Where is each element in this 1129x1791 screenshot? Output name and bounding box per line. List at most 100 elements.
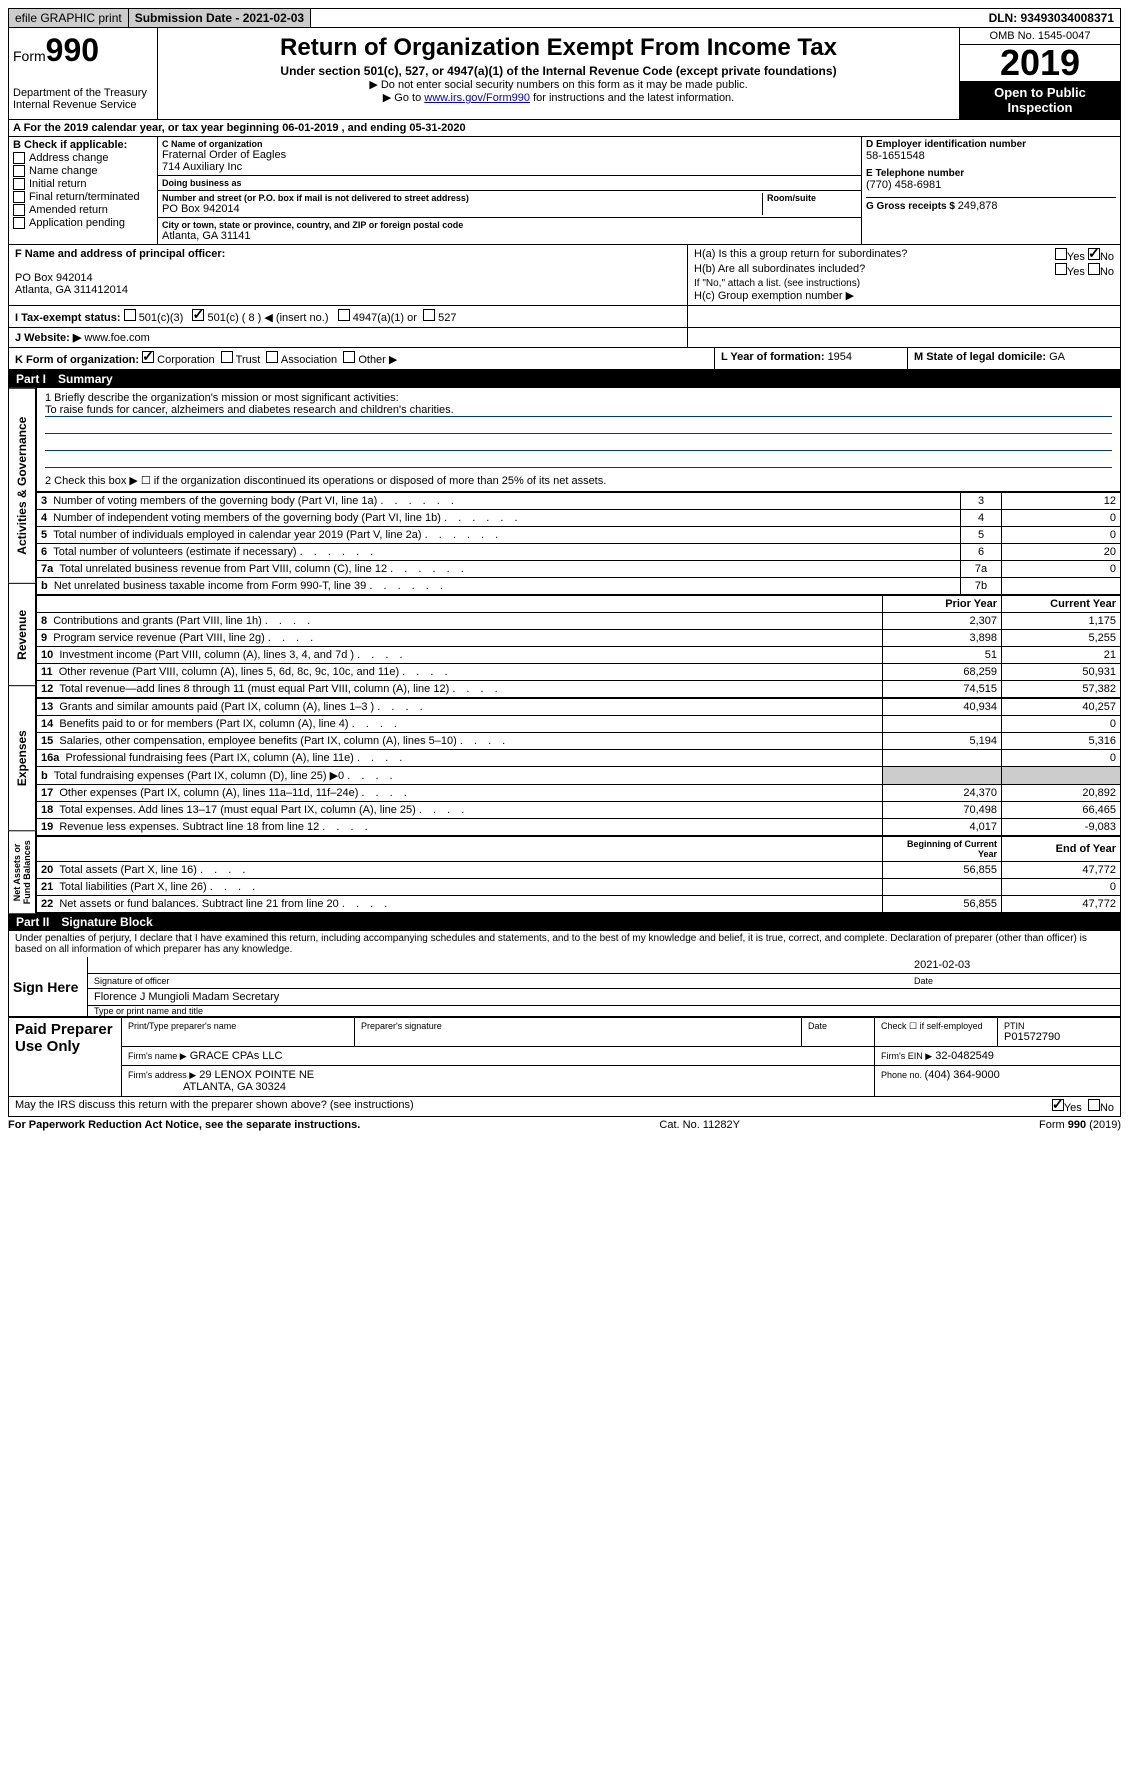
ha-checkboxes: Yes No [1055, 248, 1114, 263]
hb-label: H(b) Are all subordinates included? [694, 263, 865, 278]
room-label: Room/suite [767, 193, 857, 203]
prior-value [883, 879, 1002, 896]
ha-no-checkbox[interactable] [1088, 248, 1100, 260]
org-name-label: C Name of organization [162, 139, 857, 149]
row-label: b Net unrelated business taxable income … [37, 578, 961, 595]
website-value: www.foe.com [84, 332, 149, 344]
discuss-no-checkbox[interactable] [1088, 1099, 1100, 1111]
527-checkbox[interactable] [423, 309, 435, 321]
state-domicile-label: M State of legal domicile: [914, 351, 1049, 363]
table-row: 15 Salaries, other compensation, employe… [37, 733, 1121, 750]
irs-link[interactable]: www.irs.gov/Form990 [424, 92, 530, 104]
signature-block: Under penalties of perjury, I declare th… [8, 931, 1121, 1017]
section-d: D Employer identification number 58-1651… [862, 137, 1120, 244]
ha-label: H(a) Is this a group return for subordin… [694, 248, 907, 263]
hb-yes-checkbox[interactable] [1055, 263, 1067, 275]
4947-checkbox[interactable] [338, 309, 350, 321]
opt-assoc: Association [281, 354, 337, 366]
officer-addr-1: PO Box 942014 [15, 272, 681, 284]
sig-date: 2021-02-03 [914, 959, 1114, 971]
vlabel-netassets: Net Assets or Fund Balances [8, 830, 36, 913]
row-box: 5 [961, 527, 1002, 544]
row-box: 4 [961, 510, 1002, 527]
form-number: Form990 [13, 32, 153, 69]
firm-addr-label: Firm's address ▶ [128, 1070, 196, 1080]
discuss-yes-checkbox[interactable] [1052, 1099, 1064, 1111]
irs-label: Internal Revenue Service [13, 99, 153, 111]
row-label: 4 Number of independent voting members o… [37, 510, 961, 527]
row-label: 10 Investment income (Part VIII, column … [37, 647, 883, 664]
501c3-checkbox[interactable] [124, 309, 136, 321]
section-b-checkbox[interactable] [13, 191, 25, 203]
phone-value: (770) 458-6981 [866, 179, 1116, 191]
expenses-table: 13 Grants and similar amounts paid (Part… [36, 698, 1121, 836]
current-value: 1,175 [1002, 613, 1121, 630]
firm-addr-2: ATLANTA, GA 30324 [183, 1081, 286, 1093]
prior-value [883, 750, 1002, 767]
section-b-checkbox[interactable] [13, 178, 25, 190]
table-row: 19 Revenue less expenses. Subtract line … [37, 819, 1121, 836]
prior-value: 74,515 [883, 681, 1002, 698]
check-self-employed: Check ☐ if self-employed [881, 1021, 991, 1032]
table-row: 9 Program service revenue (Part VIII, li… [37, 630, 1121, 647]
efile-label[interactable]: efile GRAPHIC print [9, 9, 129, 27]
section-b-checkbox[interactable] [13, 152, 25, 164]
row-label: 21 Total liabilities (Part X, line 26) .… [37, 879, 883, 896]
current-value: -9,083 [1002, 819, 1121, 836]
table-row: 22 Net assets or fund balances. Subtract… [37, 896, 1121, 913]
501c-checkbox[interactable] [192, 309, 204, 321]
section-klm: K Form of organization: Corporation Trus… [8, 348, 1121, 370]
form-title: Return of Organization Exempt From Incom… [162, 34, 955, 62]
row-label: 18 Total expenses. Add lines 13–17 (must… [37, 802, 883, 819]
prior-year-header: Prior Year [883, 596, 1002, 613]
row-label: 7a Total unrelated business revenue from… [37, 561, 961, 578]
corp-checkbox[interactable] [142, 351, 154, 363]
top-bar: efile GRAPHIC print Submission Date - 20… [8, 8, 1121, 28]
section-b-checkbox[interactable] [13, 217, 25, 229]
current-value: 57,382 [1002, 681, 1121, 698]
hb-no-checkbox[interactable] [1088, 263, 1100, 275]
name-title-label: Type or print name and title [88, 1006, 1120, 1016]
trust-checkbox[interactable] [221, 351, 233, 363]
firm-ein-value: 32-0482549 [935, 1050, 994, 1062]
preparer-table: Paid Preparer Use Only Print/Type prepar… [8, 1017, 1121, 1097]
current-value: 21 [1002, 647, 1121, 664]
ein-label: D Employer identification number [866, 139, 1116, 150]
vlabel-revenue: Revenue [8, 583, 36, 685]
section-b-item: Amended return [13, 204, 153, 216]
opt-501c: 501(c) ( 8 ) ◀ (insert no.) [208, 312, 329, 324]
opt-other: Other ▶ [358, 354, 397, 366]
current-value: 20,892 [1002, 785, 1121, 802]
hb-note: If "No," attach a list. (see instruction… [694, 278, 1114, 289]
hc-label: H(c) Group exemption number ▶ [694, 289, 1114, 302]
form-prefix: Form [13, 48, 46, 64]
other-checkbox[interactable] [343, 351, 355, 363]
row-value: 0 [1002, 527, 1121, 544]
no-label: No [1100, 251, 1114, 263]
row-label: 13 Grants and similar amounts paid (Part… [37, 699, 883, 716]
table-row: 12 Total revenue—add lines 8 through 11 … [37, 681, 1121, 698]
row-label: 11 Other revenue (Part VIII, column (A),… [37, 664, 883, 681]
current-value: 40,257 [1002, 699, 1121, 716]
paperwork-notice: For Paperwork Reduction Act Notice, see … [8, 1119, 360, 1131]
hb-checkboxes: Yes No [1055, 263, 1114, 278]
section-b-checkbox[interactable] [13, 165, 25, 177]
section-b-item-label: Initial return [29, 178, 86, 190]
assoc-checkbox[interactable] [266, 351, 278, 363]
revenue-table: Prior YearCurrent Year 8 Contributions a… [36, 595, 1121, 698]
section-f-h: F Name and address of principal officer:… [8, 245, 1121, 306]
row-label: 8 Contributions and grants (Part VIII, l… [37, 613, 883, 630]
row-label: 12 Total revenue—add lines 8 through 11 … [37, 681, 883, 698]
section-b-checkbox[interactable] [13, 204, 25, 216]
table-row: 8 Contributions and grants (Part VIII, l… [37, 613, 1121, 630]
table-row: 3 Number of voting members of the govern… [37, 493, 1121, 510]
yes-label-2: Yes [1067, 266, 1085, 278]
table-row: 21 Total liabilities (Part X, line 26) .… [37, 879, 1121, 896]
discuss-yes: Yes [1064, 1102, 1082, 1114]
tax-period: A For the 2019 calendar year, or tax yea… [8, 120, 1121, 137]
paid-prep-label: Paid Preparer Use Only [9, 1018, 122, 1097]
row-box: 7b [961, 578, 1002, 595]
ha-yes-checkbox[interactable] [1055, 248, 1067, 260]
table-row: 13 Grants and similar amounts paid (Part… [37, 699, 1121, 716]
section-b-item: Initial return [13, 178, 153, 190]
